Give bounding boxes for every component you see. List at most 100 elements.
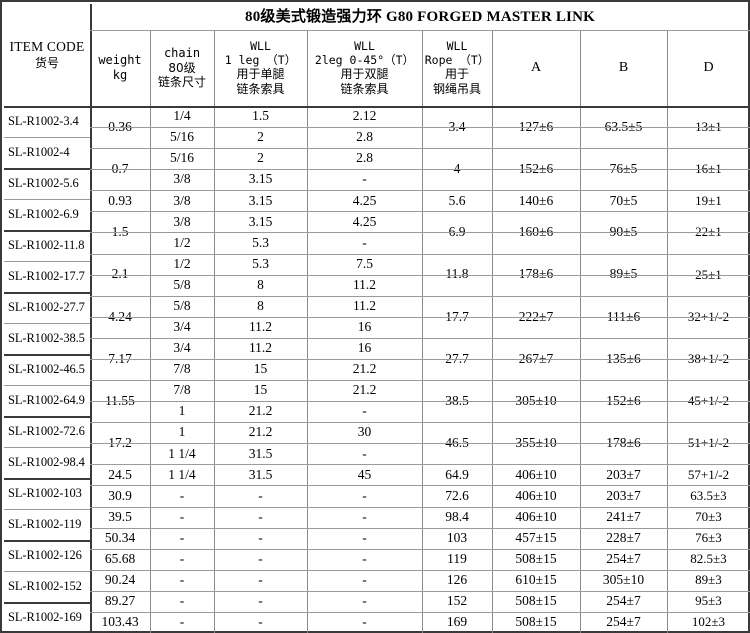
wll-1leg-cell: 21.2 <box>248 424 273 440</box>
dimension-b-cell: 135±6 <box>606 350 641 366</box>
item-code-cell: SL-R1002-169 <box>8 609 82 624</box>
grid-line-horizontal <box>4 385 90 386</box>
dimension-a-cell: 406±10 <box>515 466 557 482</box>
grid-line-horizontal <box>90 169 750 171</box>
chain-size-cell: - <box>179 529 185 545</box>
grid-line-horizontal <box>90 464 750 466</box>
item-code-cell: SL-R1002-5.6 <box>8 175 79 190</box>
dimension-d-cell: 70±3 <box>695 509 722 525</box>
weight-cell: 1.5 <box>111 224 129 240</box>
wll-1leg-cell: 3.15 <box>248 171 273 187</box>
chain-size-cell: 1/2 <box>173 234 191 250</box>
header-rope-l4: 钢绳吊具 <box>432 82 481 97</box>
wll-1leg-cell: 2 <box>257 150 264 166</box>
weight-cell: 89.27 <box>104 593 136 609</box>
wll-rope-cell: 38.5 <box>445 392 469 408</box>
wll-2leg-cell: 21.2 <box>352 361 377 377</box>
wll-2leg-cell: 2.12 <box>352 108 377 124</box>
dimension-d-cell: 32+1/-2 <box>687 308 730 324</box>
dimension-a-cell: 305±10 <box>515 392 557 408</box>
grid-line-vertical <box>492 30 493 633</box>
dimension-d-cell: 38+1/-2 <box>687 350 730 366</box>
grid-line-horizontal <box>90 611 750 613</box>
wll-1leg-cell: 2 <box>257 129 264 145</box>
wll-2leg-cell: 4.25 <box>352 192 377 208</box>
chain-size-cell: 5/8 <box>173 297 191 313</box>
chain-size-cell: 3/8 <box>173 171 191 187</box>
header-wll1-l4: 链条索具 <box>236 82 285 97</box>
wll-1leg-cell: 5.3 <box>252 234 269 250</box>
chain-size-cell: 1 1/4 <box>168 445 196 461</box>
dimension-b-cell: 178±6 <box>606 434 641 450</box>
dimension-b-cell: 203±7 <box>606 487 641 503</box>
chain-size-cell: - <box>179 550 185 566</box>
wll-rope-cell: 11.8 <box>445 266 469 282</box>
wll-rope-cell: 64.9 <box>445 466 469 482</box>
item-code-cell: SL-R1002-6.9 <box>8 206 79 221</box>
grid-line-horizontal <box>90 569 750 571</box>
dimension-d-cell: 16±1 <box>695 161 722 177</box>
dimension-b-cell: 241±7 <box>606 508 641 524</box>
wll-1leg-cell: 11.2 <box>248 340 273 356</box>
item-code-cell: SL-R1002-4 <box>8 144 70 159</box>
grid-line-vertical <box>307 30 308 633</box>
grid-line-horizontal <box>4 416 90 418</box>
weight-cell: 17.2 <box>108 434 132 450</box>
header-wll2-l1: WLL <box>354 39 375 54</box>
grid-line-horizontal <box>90 316 750 318</box>
chain-size-cell: 5/8 <box>173 276 191 292</box>
header-dimension-d: D <box>703 60 714 76</box>
dimension-a-cell: 508±15 <box>515 614 557 630</box>
dimension-d-cell: 76±3 <box>695 530 722 546</box>
wll-1leg-cell: 21.2 <box>248 403 273 419</box>
grid-line-horizontal <box>90 211 750 213</box>
grid-line-horizontal <box>90 401 750 403</box>
weight-cell: 2.1 <box>111 266 129 282</box>
chain-size-cell: 1 <box>178 424 186 440</box>
wll-1leg-cell: 31.5 <box>248 466 273 482</box>
chain-size-cell: 3/8 <box>173 213 191 229</box>
header-weight-l2: kg <box>112 68 128 82</box>
item-code-cell: SL-R1002-27.7 <box>8 299 85 314</box>
grid-line-horizontal <box>4 230 90 232</box>
wll-2leg-cell: 7.5 <box>356 255 373 271</box>
weight-cell: 90.24 <box>104 572 136 587</box>
chain-size-cell: - <box>179 508 185 524</box>
chain-size-cell: 1/2 <box>173 255 191 271</box>
wll-2leg-cell: - <box>362 445 367 461</box>
dimension-a-cell: 178±6 <box>518 266 554 282</box>
wll-rope-cell: 103 <box>446 529 468 545</box>
wll-2leg-cell: - <box>362 529 367 545</box>
dimension-a-cell: 160±6 <box>518 224 554 240</box>
grid-line-horizontal <box>90 443 750 445</box>
wll-1leg-cell: 8 <box>257 297 264 313</box>
chain-size-cell: 1 <box>178 403 186 419</box>
wll-rope-cell: 3.4 <box>448 118 466 134</box>
header-chain-l3: 链条尺寸 <box>157 75 206 90</box>
chain-size-cell: 7/8 <box>173 382 191 398</box>
weight-cell: 11.55 <box>105 392 135 408</box>
chain-size-cell: - <box>179 614 185 630</box>
grid-line-vertical <box>150 30 151 633</box>
grid-line-horizontal <box>90 485 750 487</box>
weight-cell: 0.93 <box>108 192 132 208</box>
grid-line-horizontal <box>4 199 90 200</box>
weight-cell: 0.7 <box>111 160 129 176</box>
dimension-a-cell: 355±10 <box>515 434 557 450</box>
item-code-cell: SL-R1002-152 <box>8 578 82 593</box>
header-weight: weight kg <box>90 30 150 106</box>
grid-line-vertical <box>580 30 581 633</box>
grid-line-horizontal <box>4 261 90 262</box>
dimension-a-cell: 610±15 <box>515 572 557 587</box>
header-chain-l1: chain <box>163 46 201 61</box>
item-code-cell: SL-R1002-72.6 <box>8 423 85 438</box>
grid-line-horizontal <box>90 148 750 150</box>
dimension-b-cell: 63.5±5 <box>604 118 643 134</box>
wll-2leg-cell: - <box>362 403 367 419</box>
wll-2leg-cell: 11.2 <box>352 297 377 313</box>
wll-rope-cell: 152 <box>446 593 468 609</box>
dimension-b-cell: 90±5 <box>609 224 638 240</box>
wll-rope-cell: 72.6 <box>445 487 469 503</box>
chain-size-cell: 3/8 <box>173 192 191 208</box>
